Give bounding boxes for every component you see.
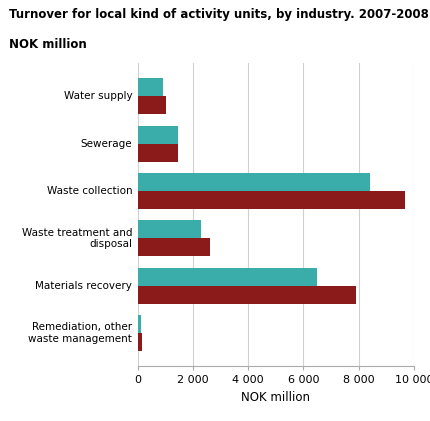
Bar xyxy=(138,221,201,238)
Bar xyxy=(138,333,142,351)
Bar xyxy=(138,173,369,191)
X-axis label: NOK million: NOK million xyxy=(241,391,310,404)
Bar xyxy=(138,78,163,96)
Bar xyxy=(138,191,405,209)
Bar xyxy=(138,126,178,144)
Text: Turnover for local kind of activity units, by industry. 2007-2008.: Turnover for local kind of activity unit… xyxy=(9,8,430,21)
Bar xyxy=(138,96,165,115)
Bar xyxy=(138,238,209,256)
Bar xyxy=(138,144,178,162)
Bar xyxy=(138,315,140,333)
Text: NOK million: NOK million xyxy=(9,38,86,51)
Bar xyxy=(138,268,316,286)
Bar xyxy=(138,286,355,304)
